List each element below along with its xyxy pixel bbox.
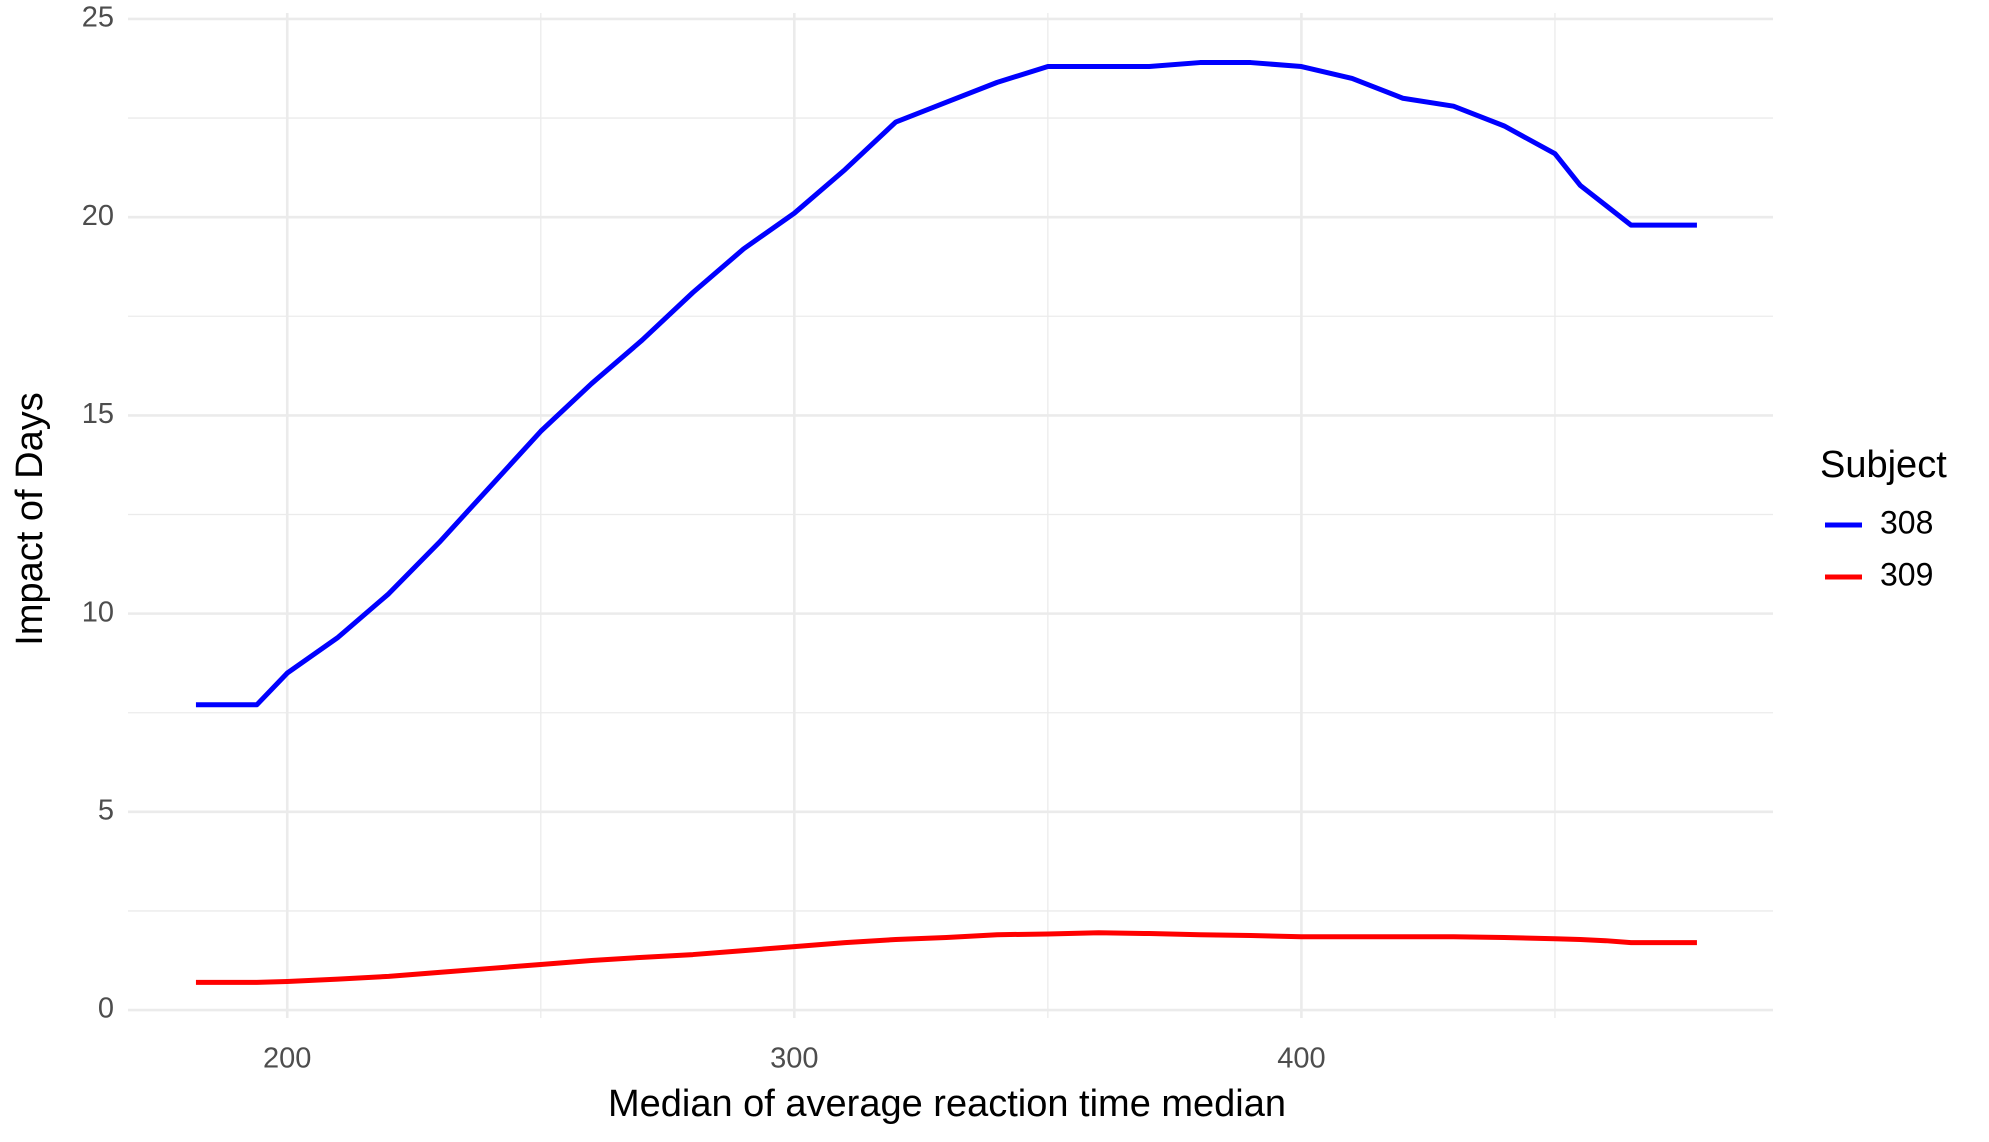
x-tick-label: 400	[1277, 1043, 1325, 1075]
y-tick-label: 10	[82, 596, 114, 628]
x-tick-label: 300	[770, 1043, 818, 1075]
legend-title: Subject	[1820, 444, 1947, 486]
legend-label: 308	[1880, 504, 1933, 540]
legend-label: 309	[1880, 556, 1933, 592]
y-tick-label: 0	[98, 993, 114, 1025]
y-tick-label: 15	[82, 398, 114, 430]
y-tick-label: 25	[82, 2, 114, 34]
x-tick-label: 200	[263, 1043, 311, 1075]
y-tick-label: 5	[98, 795, 114, 827]
x-axis-title: Median of average reaction time median	[608, 1083, 1286, 1125]
y-axis-title: Impact of Days	[9, 392, 51, 645]
data-line	[195, 60, 1697, 708]
data-line	[195, 930, 1697, 985]
y-tick-label: 20	[82, 200, 114, 232]
